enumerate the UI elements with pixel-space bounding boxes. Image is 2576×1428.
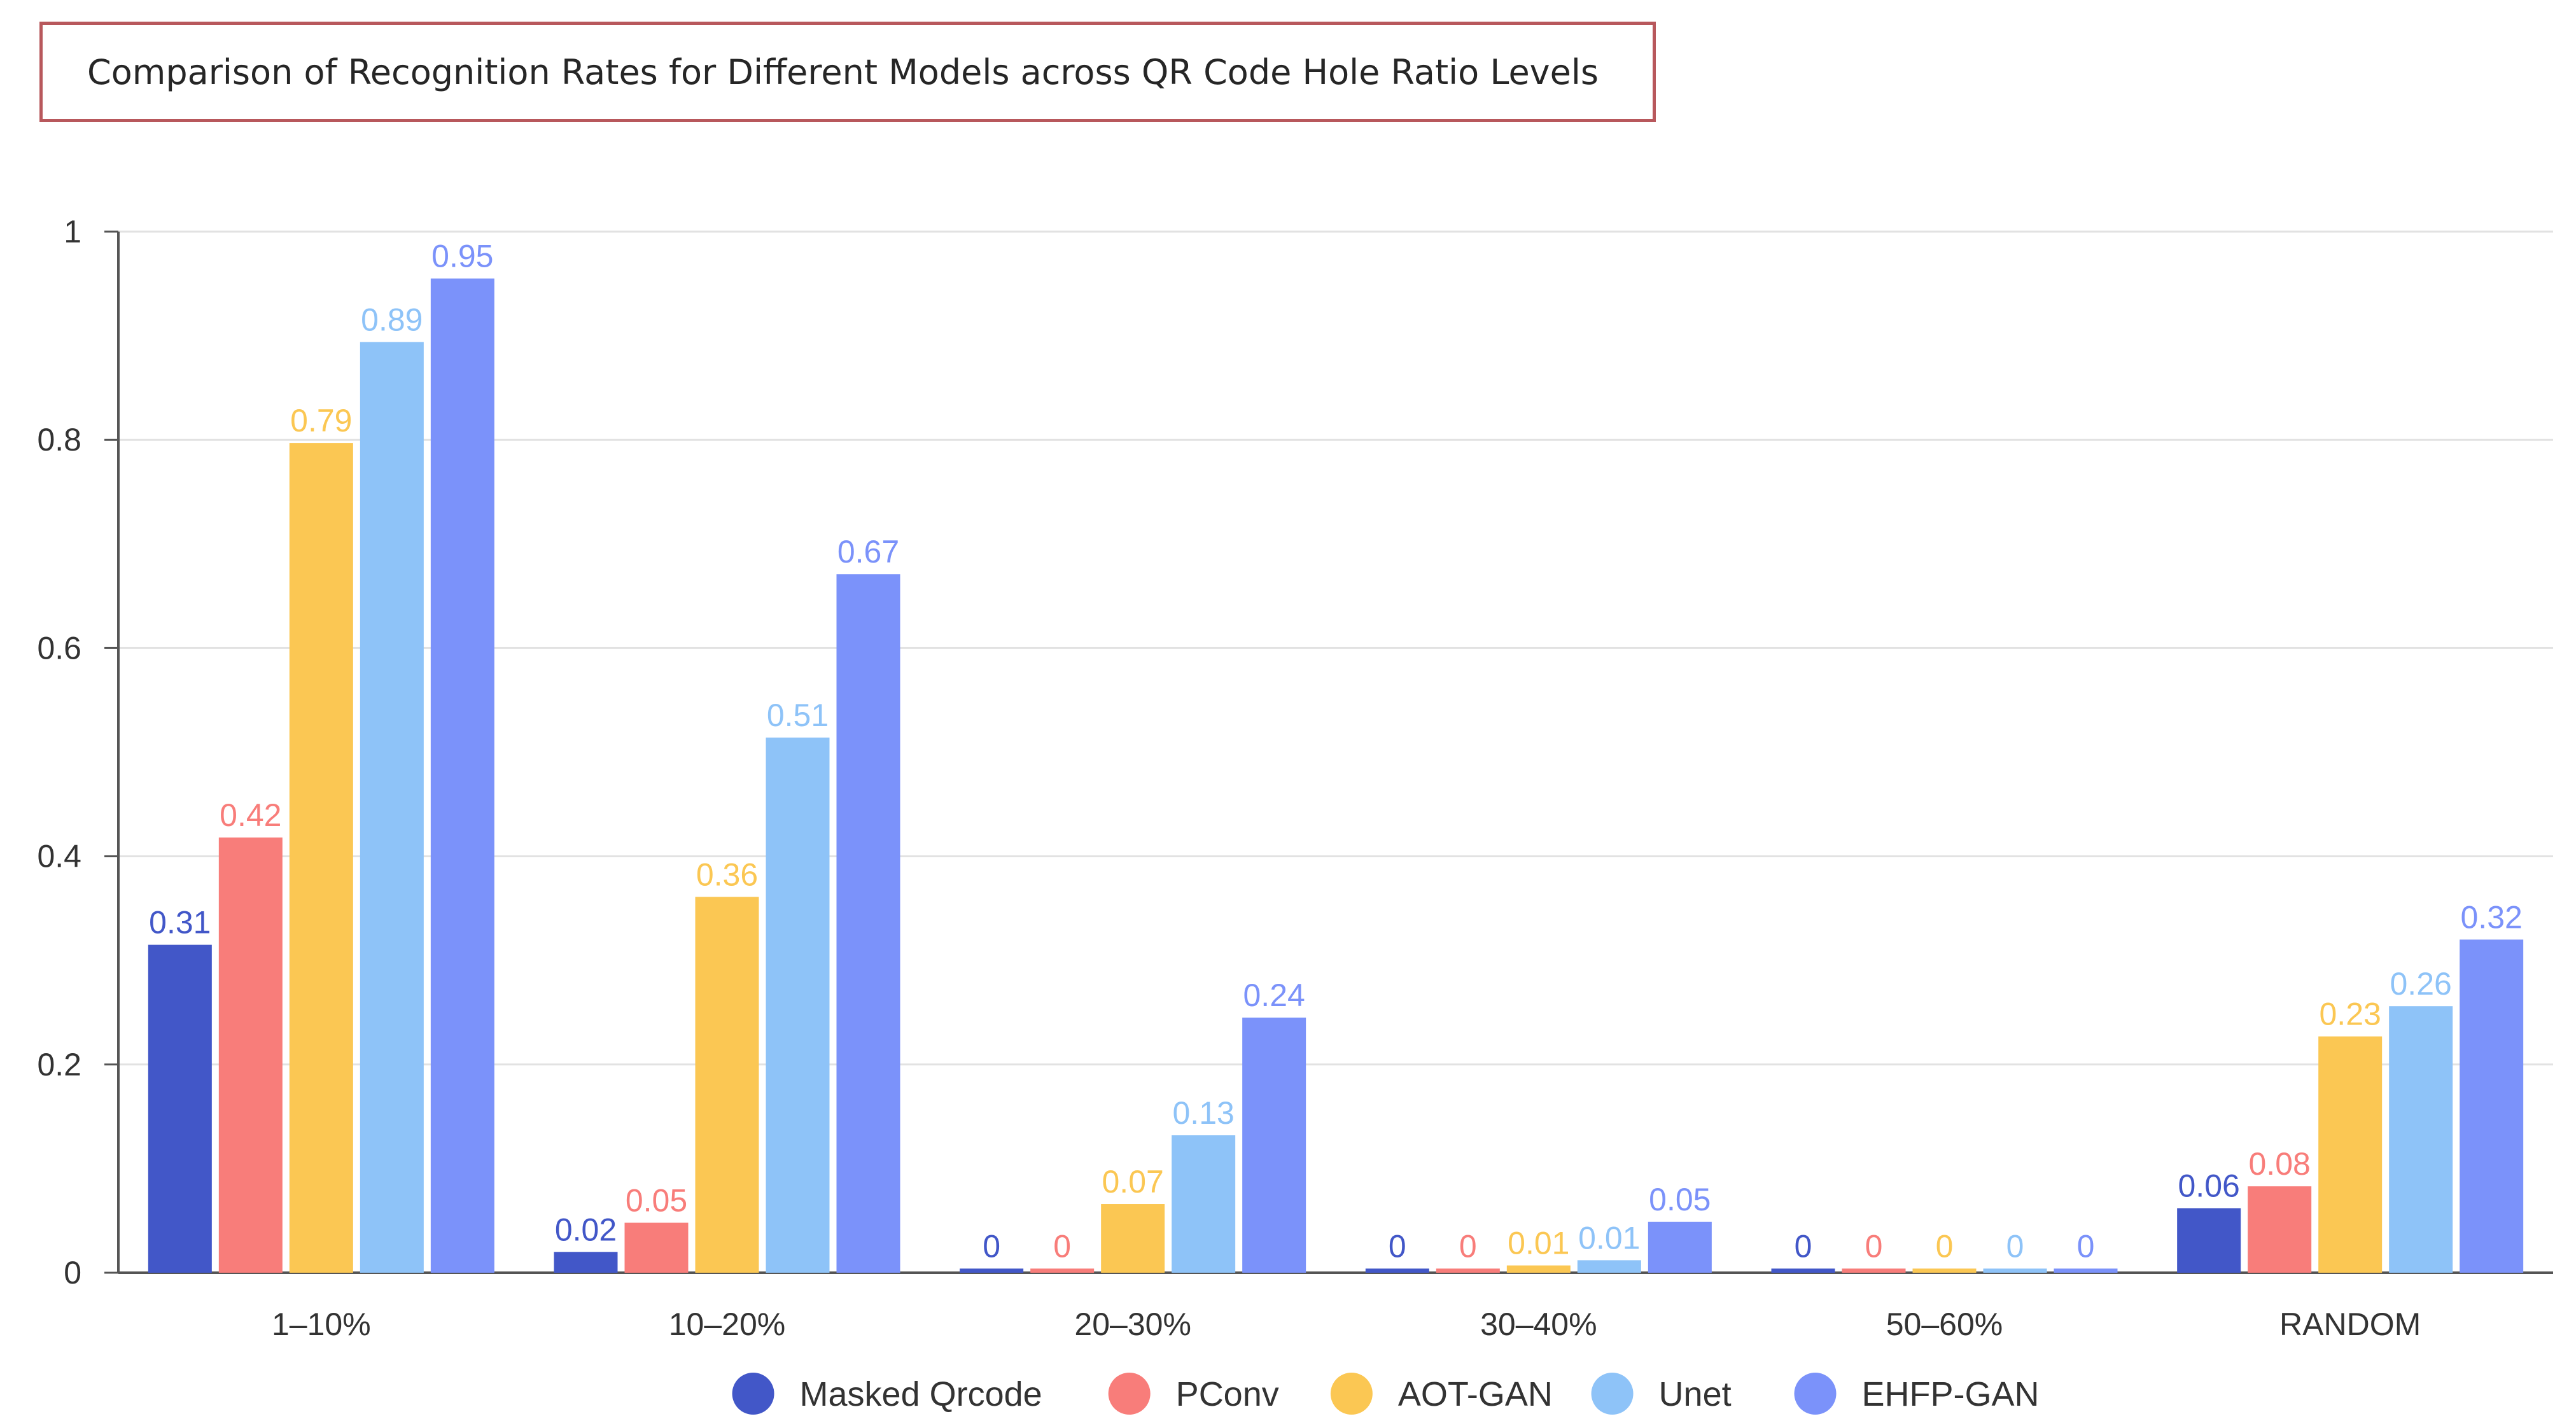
bar-aot-gan	[1912, 1268, 1977, 1273]
legend-marker-unet	[1591, 1373, 1634, 1415]
bar-unet	[1172, 1135, 1236, 1273]
x-tick-label: RANDOM	[2279, 1306, 2421, 1342]
legend-label-pconv: PConv	[1176, 1375, 1279, 1413]
bar-unet	[1577, 1260, 1641, 1273]
data-label: 0.26	[2390, 966, 2452, 1002]
data-label: 0.89	[361, 302, 423, 337]
bar-pconv	[2248, 1186, 2312, 1273]
legend: Masked Qrcode PConv AOT-GAN Unet EHFP-GAN	[732, 1373, 2040, 1415]
y-tick-label: 0.2	[37, 1047, 81, 1082]
data-label: 0.23	[2320, 997, 2381, 1032]
data-label: 0	[1795, 1228, 1812, 1264]
data-label: 0.24	[1243, 977, 1305, 1013]
legend-label-aot-gan: AOT-GAN	[1398, 1375, 1553, 1413]
bar-masked-qrcode	[960, 1268, 1024, 1273]
data-label: 0.01	[1578, 1220, 1640, 1256]
legend-marker-masked-qrcode	[732, 1373, 774, 1415]
bar-unet	[360, 342, 424, 1273]
bar-unet	[1983, 1268, 2047, 1273]
data-label: 0	[1053, 1228, 1071, 1264]
data-label: 0.02	[555, 1212, 617, 1247]
data-label: 0.95	[431, 239, 493, 274]
legend-label-masked-qrcode: Masked Qrcode	[800, 1375, 1042, 1413]
bar-masked-qrcode	[148, 944, 212, 1273]
bar-ehfp-gan	[430, 278, 494, 1273]
bar-masked-qrcode	[1771, 1268, 1835, 1273]
legend-marker-ehfp-gan	[1794, 1373, 1837, 1415]
bar-masked-qrcode	[2177, 1208, 2241, 1273]
bar-ehfp-gan	[2054, 1268, 2118, 1273]
data-label: 0	[983, 1228, 1000, 1264]
data-label: 0.79	[290, 403, 352, 438]
bar-aot-gan	[289, 443, 353, 1273]
x-axis-tick-labels: 1–10% 10–20% 20–30% 30–40% 50–60% RANDOM	[272, 1306, 2421, 1342]
data-label: 0	[1459, 1228, 1477, 1264]
bar-ehfp-gan	[1242, 1018, 1306, 1273]
y-axis-tick-labels: 0 0.2 0.4 0.6 0.8 1	[37, 214, 81, 1291]
bar-pconv	[1842, 1268, 1906, 1273]
data-label: 0.06	[2178, 1168, 2240, 1204]
data-label: 0	[1936, 1228, 1954, 1264]
chart-title-box: Comparison of Recognition Rates for Diff…	[39, 22, 1656, 122]
chart-title: Comparison of Recognition Rates for Diff…	[87, 52, 1599, 92]
data-label: 0.13	[1173, 1095, 1235, 1131]
data-label: 0.31	[149, 905, 211, 941]
bar-aot-gan	[2318, 1036, 2383, 1273]
bar-ehfp-gan	[836, 574, 900, 1273]
data-label: 0.67	[837, 534, 899, 570]
x-tick-label: 30–40%	[1480, 1306, 1597, 1342]
data-label: 0	[2077, 1228, 2095, 1264]
data-label: 0	[2006, 1228, 2024, 1264]
data-label: 0.01	[1508, 1226, 1569, 1261]
y-tick-label: 0.6	[37, 630, 81, 666]
data-label: 0.36	[696, 857, 758, 892]
x-tick-label: 50–60%	[1886, 1306, 2003, 1342]
bar-pconv	[1030, 1268, 1095, 1273]
bar-pconv	[624, 1222, 689, 1273]
bar-masked-qrcode	[1365, 1268, 1429, 1273]
data-label: 0.08	[2249, 1146, 2311, 1182]
bars	[148, 278, 2524, 1273]
bar-unet	[766, 738, 830, 1273]
y-tick-label: 0	[64, 1255, 81, 1291]
y-tick-label: 0.8	[37, 422, 81, 458]
bar-pconv	[218, 837, 283, 1273]
bar-pconv	[1436, 1268, 1500, 1273]
bar-aot-gan	[1101, 1204, 1165, 1273]
bar-aot-gan	[695, 897, 759, 1273]
data-label: 0.32	[2461, 899, 2523, 935]
bar-unet	[2389, 1006, 2453, 1273]
bar-ehfp-gan	[2460, 939, 2524, 1273]
gridlines	[118, 230, 2553, 1066]
data-label: 0.42	[220, 797, 281, 833]
data-label: 0	[1865, 1228, 1883, 1264]
legend-label-ehfp-gan: EHFP-GAN	[1862, 1375, 2040, 1413]
bar-ehfp-gan	[1648, 1221, 1712, 1273]
data-label: 0.07	[1102, 1164, 1164, 1200]
data-label: 0.51	[767, 697, 829, 733]
data-labels: 0.31 0.42 0.79 0.890.95 0.02 0.05 0.36 0.51 0.67…	[149, 239, 2523, 1264]
data-label: 0.05	[1649, 1182, 1711, 1217]
x-tick-label: 1–10%	[272, 1306, 371, 1342]
data-label: 0	[1389, 1228, 1406, 1264]
x-tick-label: 10–20%	[669, 1306, 786, 1342]
data-label: 0.05	[626, 1182, 687, 1218]
bar-masked-qrcode	[554, 1252, 618, 1273]
x-tick-label: 20–30%	[1074, 1306, 1191, 1342]
y-tick-label: 0.4	[37, 839, 81, 874]
y-tick-label: 1	[64, 214, 81, 249]
legend-marker-aot-gan	[1330, 1373, 1373, 1415]
bar-aot-gan	[1506, 1265, 1571, 1273]
legend-marker-pconv	[1108, 1373, 1151, 1415]
axes	[104, 230, 2553, 1274]
legend-label-unet: Unet	[1659, 1375, 1732, 1413]
